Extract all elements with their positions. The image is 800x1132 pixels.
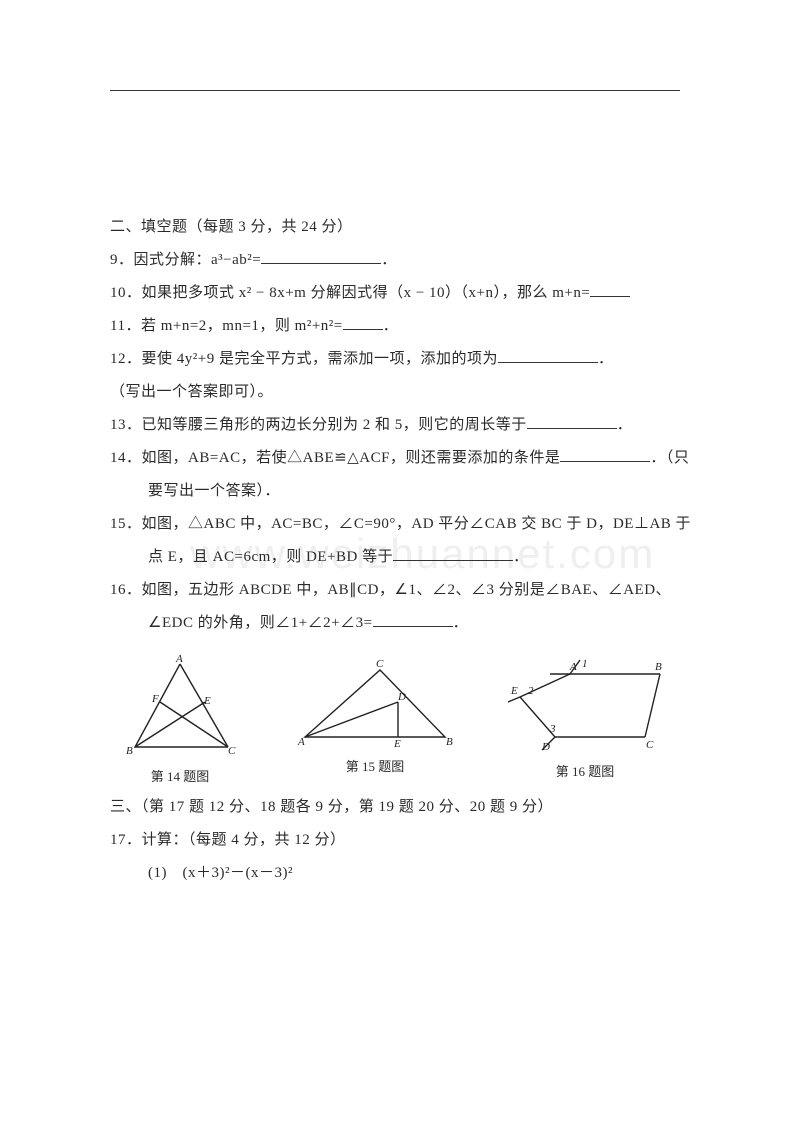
svg-text:B: B [126,745,133,757]
blank [560,447,650,462]
q11-text: 11．若 m+n=2，mn=1，则 m²+n²= [110,318,343,334]
top-rule [110,90,680,91]
svg-text:F: F [151,693,159,705]
q10-text: 10．如果把多项式 x² − 8x+m 分解因式得（x − 10）（x+n），那… [110,285,590,301]
q12-text: 12．要使 4y²+9 是完全平方式，需添加一项，添加的项为 [110,351,498,367]
figure-16-caption: 第 16 题图 [500,761,670,780]
section-2-header: 二、填空题（每题 3 分，共 24 分） [110,211,690,244]
figure-15-caption: 第 15 题图 [290,756,460,775]
q11-end: ． [383,318,399,334]
figure-16: A 1 B E 2 3 D C 第 16 题图 [500,652,670,785]
svg-text:1: 1 [582,658,588,670]
q13-text: 13．已知等腰三角形的两边长分别为 2 和 5，则它的周长等于 [110,417,527,433]
q13-end: ． [617,417,633,433]
blank [527,414,617,429]
svg-text:C: C [228,745,236,757]
svg-text:3: 3 [549,723,556,735]
q14a-end: ．（只 [650,450,689,466]
section-3-header: 三、（第 17 题 12 分、18 题各 9 分，第 19 题 20 分、20 … [110,791,690,824]
q15-end: ． [513,549,529,565]
page-content: 二、填空题（每题 3 分，共 24 分） 9．因式分解：a³−ab²= ． 10．… [110,90,690,890]
question-12a: 12．要使 4y²+9 是完全平方式，需添加一项，添加的项为 ． [110,343,690,376]
svg-text:B: B [446,736,453,748]
question-15a: 15．如图，△ABC 中，AC=BC，∠C=90°，AD 平分∠CAB 交 BC… [110,508,690,541]
q9-end: ． [381,252,397,268]
question-9: 9．因式分解：a³−ab²= ． [110,244,690,277]
question-16a: 16．如图，五边形 ABCDE 中，AB∥CD，∠1、∠2、∠3 分别是∠BAE… [110,574,690,607]
svg-text:E: E [203,695,211,707]
figure-15-svg: C D A E B [290,652,460,752]
blank [393,546,513,561]
blank [498,348,598,363]
question-10: 10．如果把多项式 x² − 8x+m 分解因式得（x − 10）（x+n），那… [110,277,690,310]
figure-15: C D A E B 第 15 题图 [290,652,460,785]
figures-row: A F E B C 第 14 题图 C D A [110,652,670,785]
svg-text:E: E [393,738,401,750]
q12-end: ． [598,351,614,367]
figure-14-caption: 第 14 题图 [110,766,250,785]
figure-14: A F E B C 第 14 题图 [110,652,250,785]
blank [261,249,381,264]
figure-14-svg: A F E B C [110,652,250,762]
svg-text:A: A [569,661,577,673]
q16-end: ． [453,615,469,631]
svg-text:D: D [397,691,406,703]
question-11: 11．若 m+n=2，mn=1，则 m²+n²= ． [110,310,690,343]
question-17: 17．计算：（每题 4 分，共 12 分） [110,824,690,857]
svg-text:E: E [510,685,518,697]
question-12b: （写出一个答案即可）。 [110,376,690,409]
question-16b: ∠EDC 的外角，则∠1+∠2+∠3= ． [110,607,690,640]
q9-text: 9．因式分解：a³−ab²= [110,252,261,268]
svg-text:D: D [541,741,550,753]
question-14a: 14．如图，AB=AC，若使△ABE≌△ACF，则还需要添加的条件是 ．（只 [110,442,690,475]
q15b-text: 点 E，且 AC=6cm，则 DE+BD 等于 [148,549,393,565]
question-13: 13．已知等腰三角形的两边长分别为 2 和 5，则它的周长等于 ． [110,409,690,442]
question-15b: 点 E，且 AC=6cm，则 DE+BD 等于 ． [110,541,690,574]
figure-16-svg: A 1 B E 2 3 D C [500,652,670,757]
blank [590,282,630,297]
svg-text:C: C [376,658,384,670]
svg-text:A: A [297,736,305,748]
blank [373,612,453,627]
svg-text:C: C [646,739,654,751]
svg-text:A: A [175,653,183,665]
q16b-text: ∠EDC 的外角，则∠1+∠2+∠3= [148,615,373,631]
q14a-text: 14．如图，AB=AC，若使△ABE≌△ACF，则还需要添加的条件是 [110,450,560,466]
svg-text:2: 2 [528,685,534,697]
svg-text:B: B [655,661,662,673]
question-14b: 要写出一个答案）． [110,475,690,508]
blank [343,315,383,330]
question-17-1: (1) (x＋3)²－(x－3)² [110,857,690,890]
